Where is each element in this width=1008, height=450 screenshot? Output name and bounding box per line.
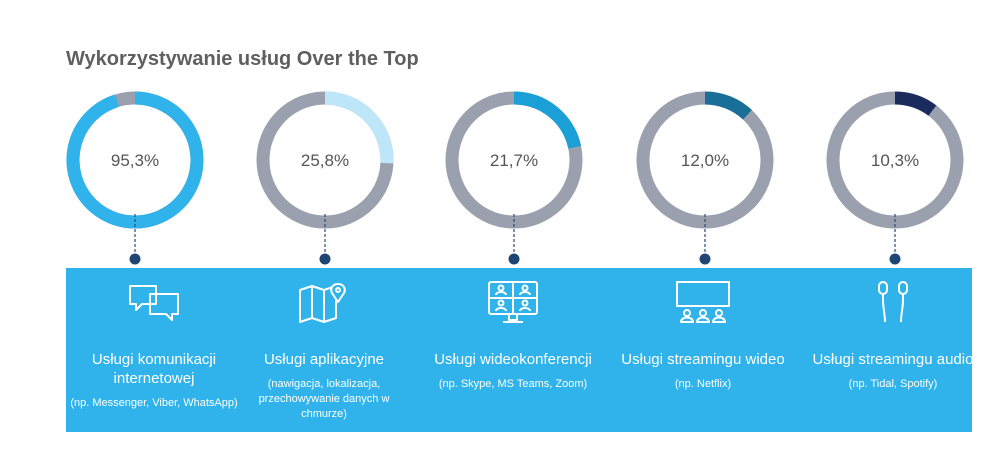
service-description: (np. Skype, MS Teams, Zoom) <box>438 378 588 390</box>
donut-charts: 95,3% 25,8% 21,7% 12,0% 10,3% <box>66 91 964 265</box>
map-pin-icon <box>294 280 354 326</box>
service-name: Usługi aplikacyjne <box>263 351 385 368</box>
cinema-screen-icon <box>673 280 733 326</box>
connector-dot <box>508 253 520 265</box>
donut-value-arc <box>894 91 937 116</box>
connector-dot <box>319 253 331 265</box>
services-band: Usługi komunikacji internetowej (np. Mes… <box>64 268 973 432</box>
donut-value-arc <box>513 91 582 149</box>
service-name: Usługi komunikacji internetowej <box>91 351 217 387</box>
connector-dot <box>889 253 901 265</box>
chart-title: Wykorzystywanie usług Over the Top <box>66 48 419 70</box>
donut-value-label: 12,0% <box>681 151 729 170</box>
chat-bubbles-icon <box>124 280 184 326</box>
service-name: Usługi streamingu audio <box>812 351 974 368</box>
earphones-icon <box>863 280 923 326</box>
service-description: (nawigacja, lokalizacja, przechowywanie … <box>258 378 390 420</box>
donut-value-arc <box>704 91 752 120</box>
donut-value-label: 10,3% <box>871 151 919 170</box>
connector-dot <box>129 253 141 265</box>
donut-value-label: 95,3% <box>111 151 159 170</box>
donut-value-label: 25,8% <box>301 151 349 170</box>
service-audio-streaming: Usługi streamingu audio (np. Tidal, Spot… <box>803 268 983 432</box>
connector-dot <box>699 253 711 265</box>
service-description: (np. Messenger, Viber, WhatsApp) <box>70 397 238 409</box>
donut-value-arc <box>66 91 204 229</box>
service-description: (np. Tidal, Spotify) <box>848 378 938 390</box>
service-name: Usługi streamingu wideo <box>621 351 785 368</box>
service-video-streaming: Usługi streamingu wideo (np. Netflix) <box>613 268 793 432</box>
service-applications: Usługi aplikacyjne (nawigacja, lokalizac… <box>234 268 414 432</box>
service-description: (np. Netflix) <box>674 378 732 390</box>
video-conference-icon <box>483 280 543 326</box>
service-communication: Usługi komunikacji internetowej (np. Mes… <box>64 268 244 432</box>
service-name: Usługi wideokonferencji <box>434 351 592 368</box>
donut-value-label: 21,7% <box>490 151 538 170</box>
donut-value-arc <box>324 91 394 164</box>
service-videoconference: Usługi wideokonferencji (np. Skype, MS T… <box>423 268 603 432</box>
